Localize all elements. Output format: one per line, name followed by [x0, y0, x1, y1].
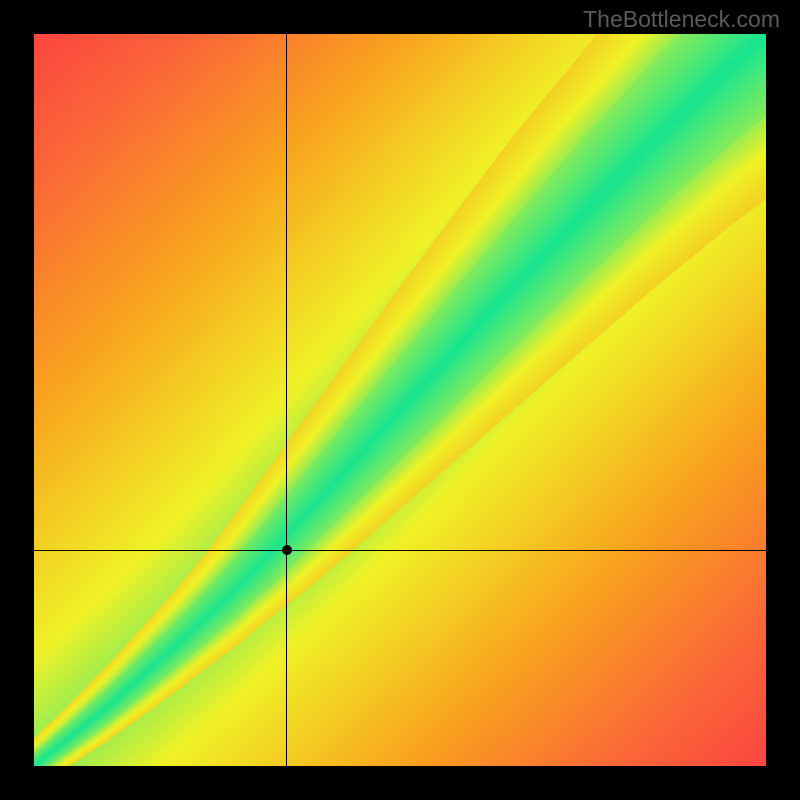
crosshair-horizontal — [34, 550, 766, 551]
crosshair-vertical — [286, 34, 287, 766]
heatmap-canvas — [34, 34, 766, 766]
crosshair-marker — [282, 545, 292, 555]
watermark-text: TheBottleneck.com — [583, 6, 780, 33]
heatmap-plot-area — [34, 34, 766, 766]
